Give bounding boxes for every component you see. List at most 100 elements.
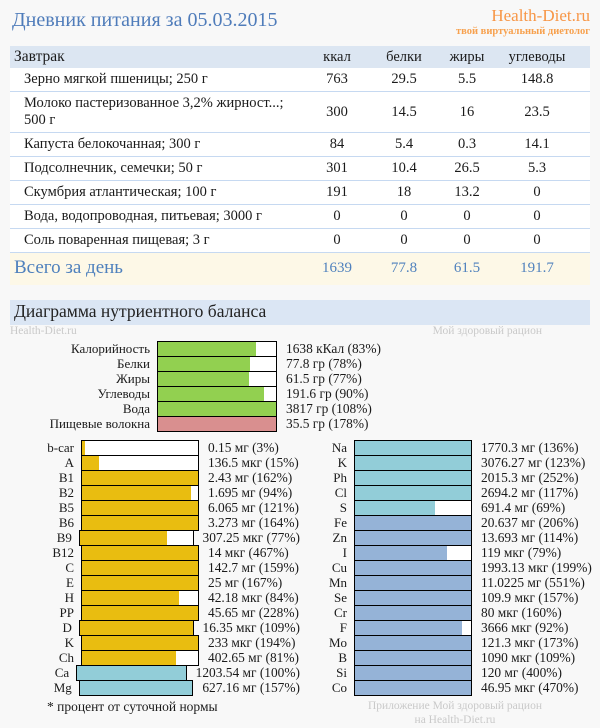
chart-row-value: 35.5 гр (178%)	[286, 416, 369, 432]
food-name: Вода, водопроводная, питьевая; 3000 г	[10, 204, 303, 230]
chart-row-value: 691.4 мг (69%)	[481, 500, 566, 516]
chart-row: Ch 402.65 мг (81%)	[0, 650, 300, 667]
chart-row-label: Жиры	[116, 371, 150, 387]
chart-bar-track	[354, 680, 472, 697]
chart-row-label: Ch	[58, 650, 74, 666]
column-header-carbs: углеводы	[508, 48, 566, 65]
chart-bar-fill	[82, 456, 100, 471]
chart-row-value: 20.637 мг (206%)	[481, 515, 579, 531]
chart-bar-track	[354, 620, 472, 637]
chart-bar-track	[81, 515, 199, 532]
total-row: Всего за день 1639 77.8 61.5 191.7	[10, 252, 590, 286]
row-spacer	[577, 204, 590, 230]
food-value: 0	[371, 204, 437, 230]
chart-bar-fill	[158, 357, 251, 372]
meal-title: Завтрак	[14, 48, 65, 66]
chart-row: Cl 2694.2 мг (117%)	[300, 485, 600, 502]
chart-row: Калорийность 1638 кКал (83%)	[0, 341, 600, 358]
chart-row-value: 77.8 гр (78%)	[286, 356, 362, 372]
chart-row-label: Mn	[328, 575, 347, 591]
chart-bar-fill	[158, 372, 249, 387]
chart-bar-fill	[355, 546, 447, 561]
chart-row: F 3666 мкг (92%)	[300, 620, 600, 637]
chart-bar-fill	[82, 546, 198, 561]
chart-bar-track	[81, 590, 199, 607]
chart-bar-fill	[82, 501, 198, 516]
chart-bar-fill	[355, 681, 471, 696]
food-name: Молоко пастеризованное 3,2% жирност...; …	[10, 91, 303, 134]
chart-bar-fill	[82, 561, 198, 576]
food-value: 148.8	[497, 68, 577, 93]
chart-bar-fill	[355, 651, 471, 666]
chart-bar-track	[81, 470, 199, 487]
chart-bar-track	[354, 470, 472, 487]
chart-row: Белки 77.8 гр (78%)	[0, 356, 600, 373]
chart-bar-fill	[82, 576, 198, 591]
chart-row-value: 121.3 мкг (173%)	[481, 635, 579, 651]
chart-row-label: b-car	[47, 440, 74, 456]
chart-row-label: Na	[331, 440, 347, 456]
chart-row: Жиры 61.5 гр (77%)	[0, 371, 600, 388]
food-value: 13.2	[437, 180, 497, 206]
food-name: Подсолнечник, семечки; 50 г	[10, 156, 303, 182]
chart-row-label: Белки	[117, 356, 150, 372]
chart-row-label: Fe	[334, 515, 347, 531]
food-value: 5.5	[437, 68, 497, 93]
chart-row-value: 307.25 мкг (77%)	[202, 530, 300, 546]
chart-row: Пищевые волокна 35.5 гр (178%)	[0, 416, 600, 433]
chart-row-value: 402.65 мг (81%)	[208, 650, 299, 666]
chart-row: Углеводы 191.6 гр (90%)	[0, 386, 600, 403]
chart-row-label: Cu	[331, 560, 347, 576]
chart-row-value: 11.0225 мг (551%)	[481, 575, 585, 591]
chart-row-value: 25 мг (167%)	[208, 575, 283, 591]
chart-row-label: Cl	[334, 485, 347, 501]
food-name: Капуста белокочанная; 300 г	[10, 132, 303, 158]
chart-bar-fill	[82, 441, 86, 456]
food-value: 0	[303, 204, 371, 230]
site-logo-text[interactable]: Health-Diet.ru	[491, 6, 590, 25]
chart-bar-track	[354, 560, 472, 577]
chart-bar-track	[157, 356, 277, 373]
chart-row: K 3076.27 мг (123%)	[300, 455, 600, 472]
micronutrient-charts: b-car 0.15 мг (3%) A 136.5 мкг (15%) B1 2.43 …	[0, 440, 600, 697]
total-kcal: 1639	[322, 259, 352, 276]
chart-row-value: 46.95 мкг (470%)	[481, 680, 579, 696]
chart-row: B9 307.25 мкг (77%)	[0, 530, 300, 547]
chart-row-value: 120 мг (400%)	[481, 665, 562, 681]
chart-row-label: B1	[58, 470, 74, 486]
chart-row: Se 109.9 мкг (157%)	[300, 590, 600, 607]
food-value: 0	[437, 204, 497, 230]
chart-row: Ph 2015.3 мг (252%)	[300, 470, 600, 487]
meal-row: Молоко пастеризованное 3,2% жирност...; …	[10, 91, 590, 134]
chart-bar-track	[81, 635, 199, 652]
page-footer: * процент от суточной нормы Приложение М…	[10, 699, 590, 728]
chart-row-label: E	[66, 575, 74, 591]
site-logo-tagline: твой виртуальный диетолог	[455, 25, 590, 37]
total-fat: 61.5	[453, 259, 481, 276]
chart-bar-fill	[82, 591, 180, 606]
food-value: 14.5	[371, 91, 437, 134]
chart-bar-track	[354, 530, 472, 547]
food-value: 0	[497, 204, 577, 230]
chart-row: E 25 мг (167%)	[0, 575, 300, 592]
chart-bar-fill	[355, 621, 462, 636]
chart-bar-fill	[355, 606, 471, 621]
chart-row: K 233 мкг (194%)	[0, 635, 300, 652]
chart-row: D 16.35 мкг (109%)	[0, 620, 300, 637]
chart-bar-track	[354, 515, 472, 532]
chart-row-value: 2015.3 мг (252%)	[481, 470, 579, 486]
total-spacer	[577, 253, 590, 286]
food-value: 14.1	[497, 132, 577, 158]
chart-bar-fill	[355, 456, 471, 471]
chart-row-label: D	[62, 620, 72, 636]
chart-row-value: 0.15 мг (3%)	[208, 440, 279, 456]
chart-bar-fill	[355, 501, 436, 516]
site-logo-link[interactable]: Health-Diet.ru твой виртуальный диетолог	[455, 6, 590, 37]
total-label: Всего за день	[14, 257, 123, 279]
chart-row: B 1090 мкг (109%)	[300, 650, 600, 667]
chart-bar-fill	[79, 621, 193, 636]
chart-row-label: B2	[58, 485, 74, 501]
chart-bar-fill	[82, 516, 198, 531]
chart-bar-track	[354, 650, 472, 667]
chart-row-label: Углеводы	[97, 386, 150, 402]
